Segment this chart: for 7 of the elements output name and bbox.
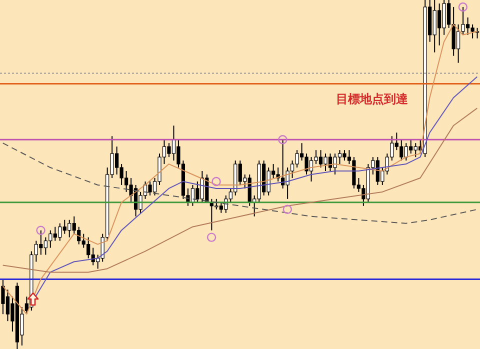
point [206,232,216,242]
point [278,135,288,144]
point [36,226,46,235]
point [458,2,468,12]
point [282,204,292,214]
point [212,176,221,186]
annotation: 目標地点到達 [336,91,408,108]
